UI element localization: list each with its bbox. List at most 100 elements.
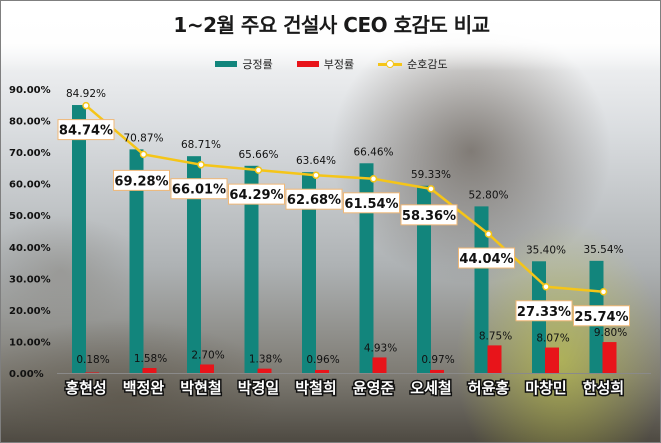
point-favorability bbox=[312, 171, 320, 179]
bar-positive bbox=[187, 156, 201, 373]
data-label-box-favorability bbox=[515, 300, 573, 322]
data-label-favorability: 69.28% bbox=[114, 174, 168, 189]
data-label-box-favorability bbox=[228, 183, 285, 205]
legend-label-negative: 부정률 bbox=[323, 58, 355, 71]
data-label-negative: 0.96% bbox=[306, 354, 339, 366]
y-tick-label: 50.00% bbox=[9, 211, 51, 222]
bar-negative bbox=[372, 357, 387, 373]
data-label-positive: 66.46% bbox=[353, 146, 393, 158]
y-tick-label: 40.00% bbox=[9, 243, 51, 254]
legend-item-positive: 긍정률 bbox=[215, 56, 273, 72]
data-label-positive: 52.80% bbox=[468, 189, 508, 201]
point-favorability bbox=[542, 283, 550, 291]
data-label-favorability: 58.36% bbox=[402, 209, 456, 224]
chart-title: 1~2월 주요 건설사 CEO 호감도 비교 bbox=[173, 13, 490, 37]
data-label-positive: 84.92% bbox=[66, 88, 106, 100]
point-favorability bbox=[82, 101, 90, 110]
y-tick-label: 0.00% bbox=[9, 369, 44, 380]
y-tick-label: 90.00% bbox=[9, 85, 51, 96]
x-tick-label: 마창민 bbox=[525, 379, 566, 397]
data-label-favorability: 84.74% bbox=[59, 124, 113, 139]
chart-legend: 긍정률 부정률 순호감도 bbox=[1, 56, 660, 72]
data-label-positive: 63.64% bbox=[296, 155, 336, 167]
point-favorability bbox=[599, 288, 608, 296]
data-label-positive: 70.87% bbox=[123, 132, 163, 144]
data-label-favorability: 25.74% bbox=[574, 310, 628, 325]
data-label-negative: 0.18% bbox=[76, 354, 109, 366]
bar-positive bbox=[359, 163, 374, 373]
data-label-negative: 9.80% bbox=[594, 327, 627, 339]
bar-negative bbox=[200, 364, 214, 373]
bar-negative bbox=[545, 347, 559, 373]
data-label-negative: 4.93% bbox=[364, 342, 397, 354]
point-favorability bbox=[197, 160, 205, 169]
legend-item-negative: 부정률 bbox=[296, 56, 355, 72]
series-line-favorability bbox=[85, 104, 604, 294]
background-fade bbox=[1, 1, 660, 71]
x-tick-label: 윤영준 bbox=[353, 379, 395, 397]
legend-swatch-positive bbox=[215, 61, 238, 67]
data-label-favorability: 44.04% bbox=[459, 252, 513, 267]
bar-positive bbox=[129, 149, 144, 373]
data-label-negative: 1.38% bbox=[249, 354, 282, 366]
legend-item-favorability: 순호감도 bbox=[378, 56, 448, 72]
data-label-box-favorability bbox=[343, 192, 400, 214]
y-tick-label: 60.00% bbox=[9, 180, 51, 191]
data-label-favorability: 62.68% bbox=[287, 193, 341, 208]
data-label-negative: 1.58% bbox=[134, 353, 167, 365]
data-label-box-favorability bbox=[458, 247, 515, 269]
bar-negative bbox=[257, 368, 272, 373]
data-label-positive: 68.71% bbox=[181, 139, 221, 151]
bar-positive bbox=[417, 185, 431, 373]
legend-label-favorability: 순호감도 bbox=[407, 58, 448, 71]
legend-label-positive: 긍정률 bbox=[242, 58, 273, 71]
x-tick-label: 박현철 bbox=[180, 379, 221, 397]
x-tick-label: 박경일 bbox=[238, 379, 279, 397]
x-tick-label: 백정완 bbox=[123, 379, 165, 397]
bar-positive bbox=[302, 172, 316, 373]
x-tick-label: 허윤홍 bbox=[468, 379, 510, 397]
bar-positive bbox=[72, 105, 86, 374]
bar-negative bbox=[315, 369, 329, 373]
data-label-box-favorability bbox=[113, 169, 170, 191]
y-tick-label: 80.00% bbox=[9, 117, 51, 128]
y-tick-label: 20.00% bbox=[9, 306, 51, 317]
y-tick-label: 70.00% bbox=[9, 148, 51, 159]
legend-swatch-favorability bbox=[378, 59, 403, 68]
point-favorability bbox=[427, 185, 435, 193]
bar-negative bbox=[430, 369, 444, 373]
y-tick-label: 30.00% bbox=[9, 274, 51, 285]
x-tick-label: 한성희 bbox=[583, 379, 624, 397]
y-tick-label: 10.00% bbox=[9, 337, 51, 348]
point-favorability bbox=[139, 150, 148, 159]
data-label-favorability: 64.29% bbox=[229, 188, 283, 203]
data-label-box-favorability bbox=[57, 119, 115, 141]
x-tick-label: 오세철 bbox=[410, 379, 451, 397]
point-favorability bbox=[254, 166, 263, 174]
point-favorability bbox=[369, 175, 378, 183]
bar-positive bbox=[244, 165, 259, 373]
x-tick-label: 박철희 bbox=[295, 379, 336, 397]
data-label-box-favorability bbox=[285, 188, 343, 210]
data-label-favorability: 61.54% bbox=[344, 197, 398, 212]
x-tick-label: 홍현성 bbox=[65, 379, 106, 397]
bar-negative bbox=[602, 342, 617, 373]
bar-negative bbox=[85, 372, 99, 374]
data-label-positive: 35.40% bbox=[526, 244, 566, 256]
legend-swatch-negative bbox=[296, 61, 319, 67]
bar-negative bbox=[142, 368, 157, 373]
data-label-positive: 65.66% bbox=[238, 149, 278, 161]
bar-negative bbox=[487, 345, 502, 373]
data-label-negative: 8.75% bbox=[479, 330, 512, 342]
data-label-positive: 59.33% bbox=[411, 169, 451, 181]
data-label-box-favorability bbox=[400, 204, 458, 226]
data-label-positive: 35.54% bbox=[583, 244, 623, 256]
data-label-favorability: 66.01% bbox=[172, 183, 226, 198]
data-label-box-favorability bbox=[170, 178, 228, 200]
data-label-negative: 2.70% bbox=[191, 349, 224, 361]
data-label-negative: 8.07% bbox=[536, 333, 569, 345]
point-favorability bbox=[484, 230, 493, 238]
data-label-favorability: 27.33% bbox=[517, 305, 571, 320]
